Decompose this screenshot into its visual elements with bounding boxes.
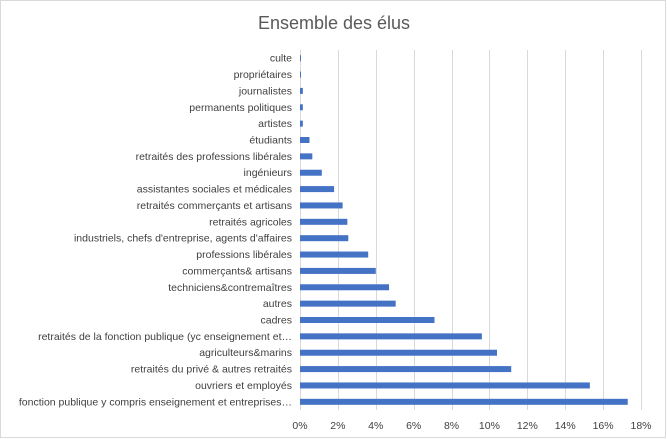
x-tick-label: 18% <box>630 420 651 432</box>
category-label: retraités du privé & autres retraités <box>131 364 292 376</box>
x-tick-label: 4% <box>368 420 383 432</box>
category-label: techniciens&contremaîtres <box>168 282 292 294</box>
bar <box>300 169 322 176</box>
category-labels: culte propriétaires journalistes permanents… <box>19 53 292 409</box>
bar <box>300 267 376 274</box>
category-label: professions libérales <box>196 249 292 261</box>
category-label: fonction publique y compris enseignement… <box>19 396 292 408</box>
x-tick-label: 10% <box>479 420 500 432</box>
bar <box>300 333 482 340</box>
bar <box>300 186 335 193</box>
category-label: ouvriers et employés <box>195 380 292 392</box>
bar <box>300 87 303 94</box>
x-tick-label: 8% <box>444 420 459 432</box>
x-tick-label: 14% <box>555 420 576 432</box>
bar <box>300 317 435 323</box>
bar <box>300 202 343 209</box>
bar <box>300 153 313 160</box>
x-tick-label: 2% <box>330 420 345 432</box>
bar <box>300 366 512 373</box>
category-label: propriétaires <box>234 69 292 81</box>
chart-title: Ensemble des élus <box>258 13 410 33</box>
x-tick-label: 12% <box>517 420 538 432</box>
bar <box>300 235 349 242</box>
category-label: retraités de la fonction publique (yc en… <box>38 331 292 343</box>
category-label: journalistes <box>238 85 292 97</box>
x-tick-label: 16% <box>593 420 614 432</box>
bars <box>300 55 628 405</box>
x-tick-label: 6% <box>406 420 421 432</box>
category-label: commerçants& artisans <box>182 265 292 277</box>
bar <box>300 71 301 78</box>
bar <box>300 398 628 405</box>
category-label: retraités commerçants et artisans <box>137 200 292 212</box>
bar <box>300 382 590 389</box>
category-label: culte <box>270 53 292 65</box>
bar <box>300 55 301 62</box>
bar <box>300 120 303 127</box>
category-label: retraités agricoles <box>209 216 292 228</box>
x-axis-tick-labels: 0% 2% 4% 6% 8% 10% 12% 14% 16% 18% <box>292 420 651 432</box>
category-label: ingénieurs <box>244 167 292 179</box>
category-label: artistes <box>258 118 292 130</box>
bar <box>300 104 303 111</box>
gridlines <box>300 50 642 410</box>
bar <box>300 284 390 291</box>
category-label: cadres <box>260 315 292 327</box>
bar <box>300 137 310 143</box>
category-label: étudiants <box>249 135 292 147</box>
category-label: assistantes sociales et médicales <box>137 184 292 196</box>
category-label: retraités des professions libérales <box>136 151 292 163</box>
x-tick-label: 0% <box>292 420 307 432</box>
category-label: permanents politiques <box>189 102 292 114</box>
category-label: autres <box>263 298 292 310</box>
bar <box>300 300 396 307</box>
category-label: agriculteurs&marins <box>199 347 292 359</box>
bar <box>300 251 369 258</box>
bar <box>300 349 498 356</box>
bar <box>300 218 348 225</box>
category-label: industriels, chefs d'entreprise, agents … <box>74 233 292 245</box>
